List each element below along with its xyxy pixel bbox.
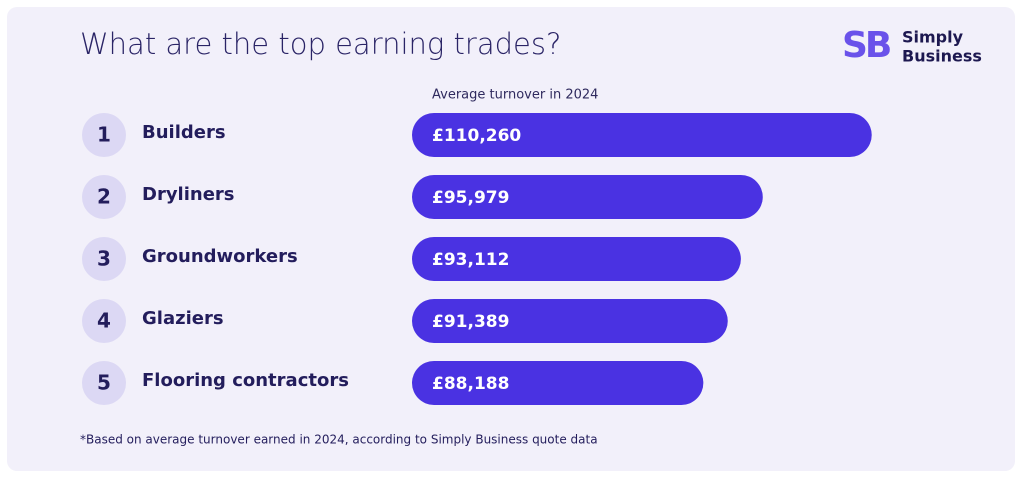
rank-badge (82, 113, 126, 157)
rank-label: 4 (97, 309, 111, 333)
category-label: Groundworkers (142, 246, 298, 267)
footnote: *Based on average turnover earned in 202… (80, 433, 598, 447)
value-label: £110,260 (432, 126, 521, 146)
category-label: Builders (142, 122, 226, 143)
rank-badge (82, 237, 126, 281)
rank-badge (82, 299, 126, 343)
bar (412, 299, 728, 343)
value-label: £88,188 (432, 374, 509, 394)
bar (412, 237, 741, 281)
logo-text: Simply (902, 28, 964, 47)
rank-badge (82, 175, 126, 219)
bar (412, 113, 872, 157)
rank-label: 3 (97, 247, 111, 271)
category-label: Flooring contractors (142, 370, 349, 391)
chart-title: What are the top earning trades? (80, 27, 561, 61)
value-label: £91,389 (432, 312, 509, 332)
chart-subtitle: Average turnover in 2024 (432, 88, 598, 103)
category-label: Glaziers (142, 308, 224, 329)
category-label: Dryliners (142, 184, 235, 205)
rank-label: 5 (97, 371, 111, 395)
logo-text: Business (902, 47, 982, 66)
value-label: £95,979 (432, 188, 509, 208)
bar (412, 361, 704, 405)
value-label: £93,112 (432, 250, 509, 270)
bar (412, 175, 763, 219)
rank-badge (82, 361, 126, 405)
logo-mark: SB (842, 25, 890, 66)
rank-label: 2 (97, 185, 111, 209)
rank-label: 1 (97, 123, 111, 147)
